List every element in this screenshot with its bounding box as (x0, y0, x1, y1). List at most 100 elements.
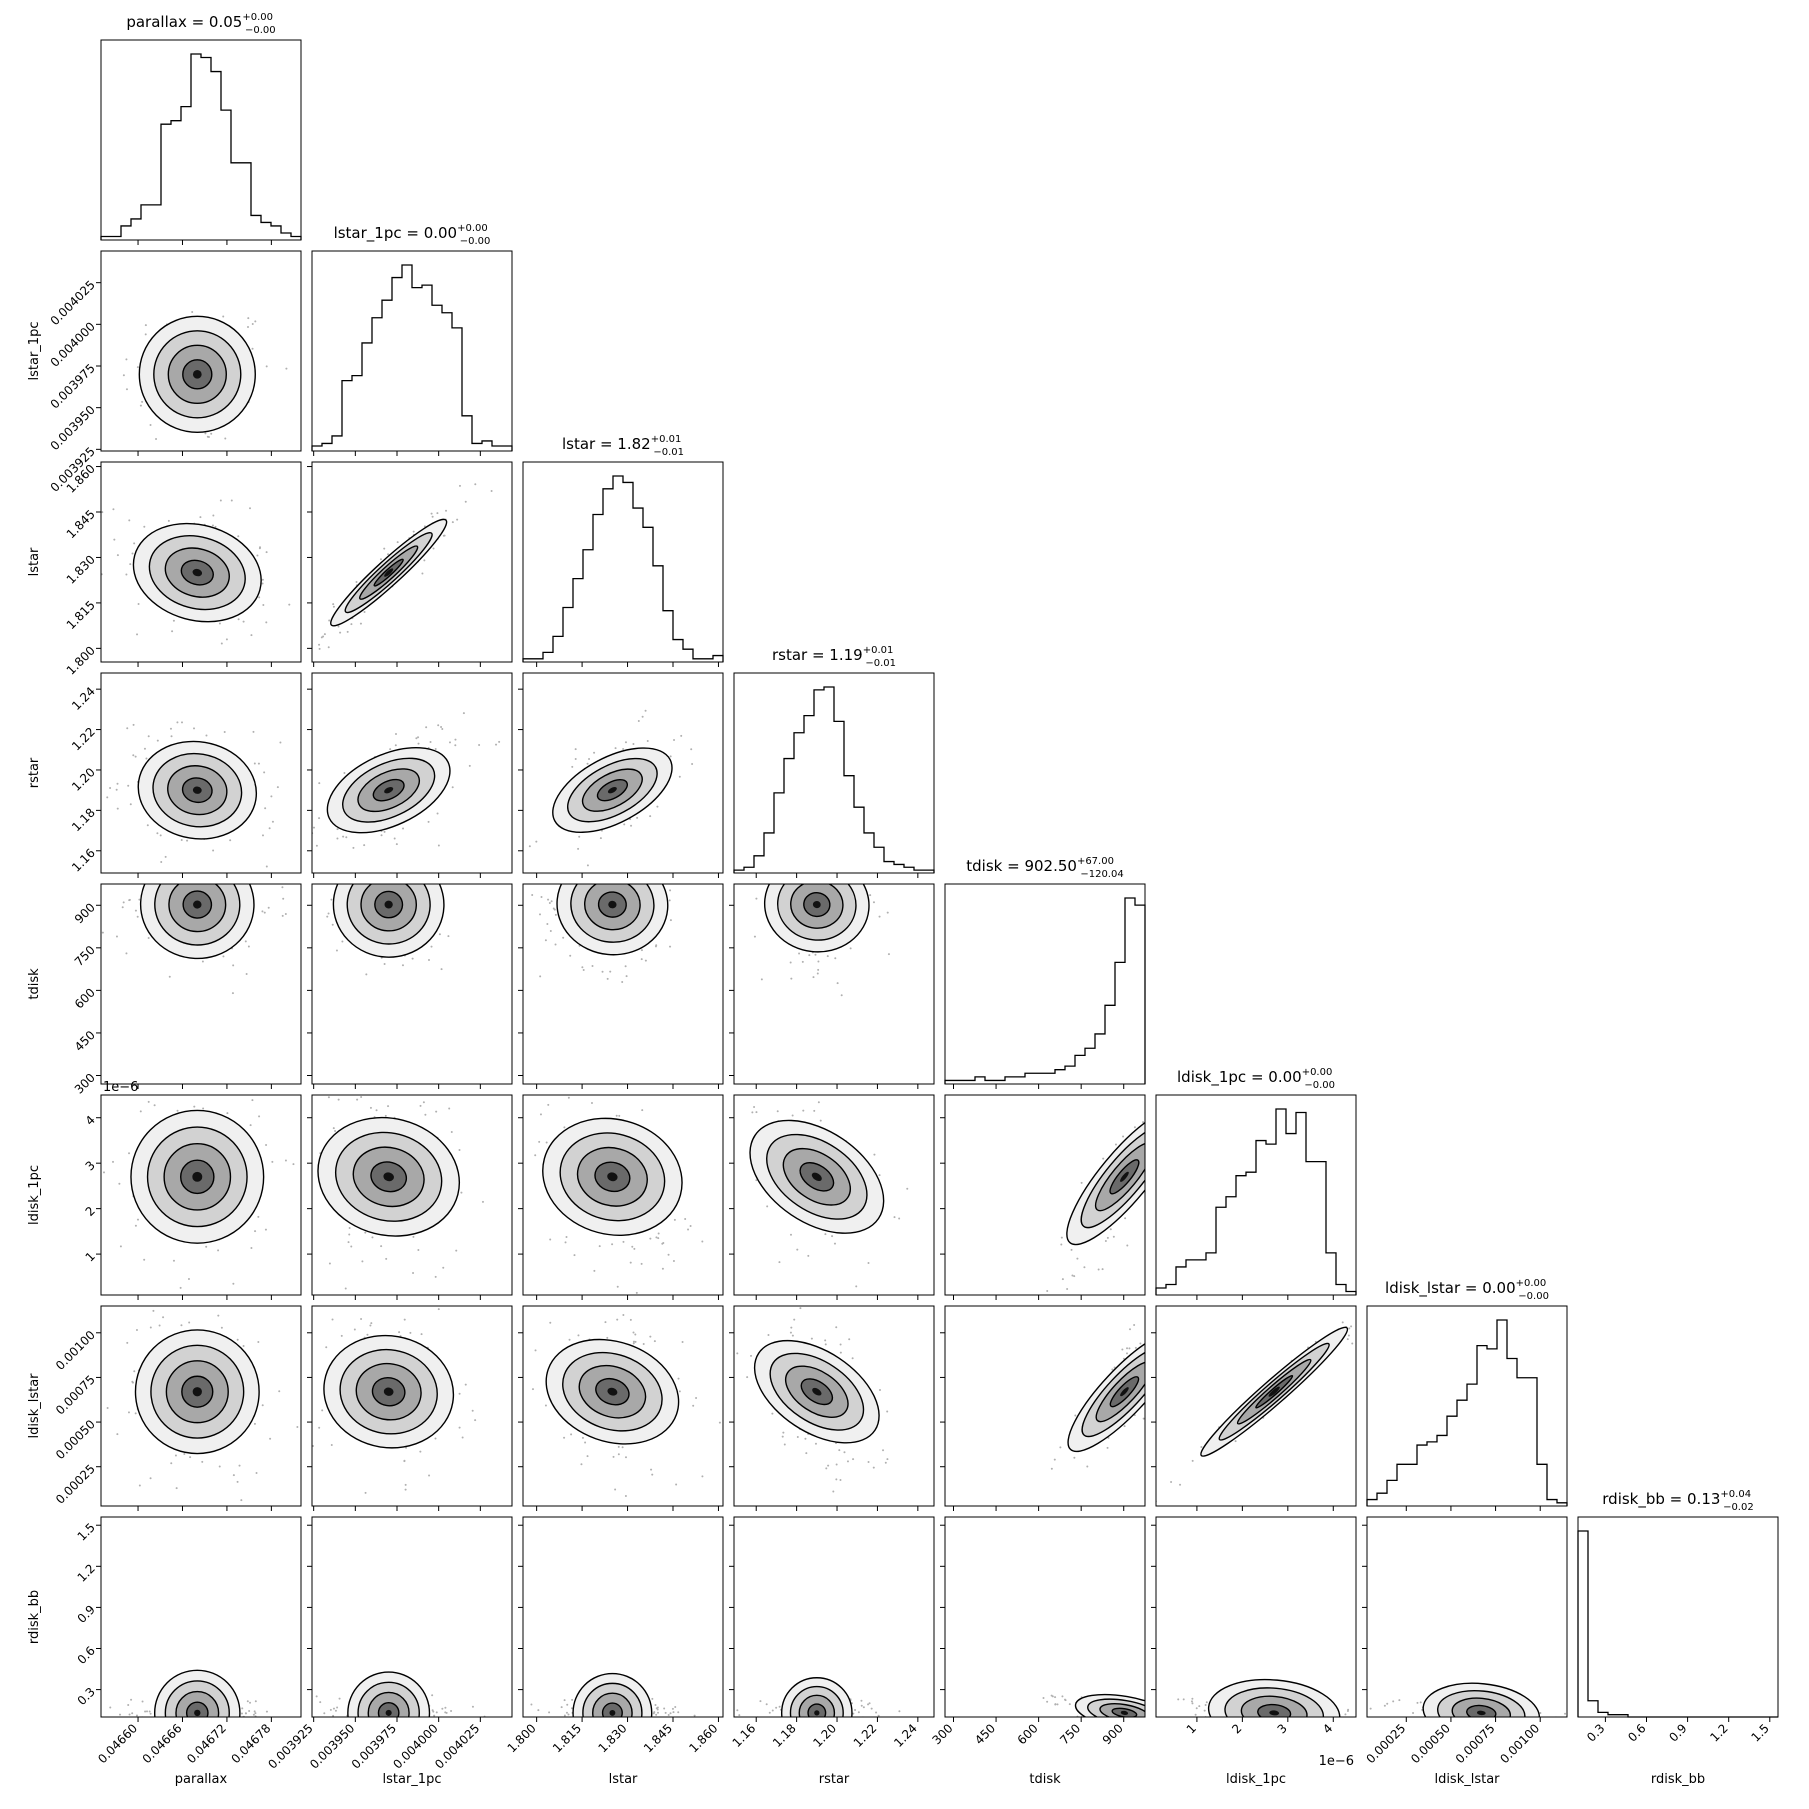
scatter-point (261, 578, 264, 581)
scatter-point (454, 744, 457, 747)
scatter-point (336, 837, 339, 840)
scatter-point (456, 518, 459, 521)
scatter-point (330, 898, 333, 901)
y-axis-label: rdisk_bb (27, 1590, 42, 1644)
scatter-point (271, 1160, 274, 1163)
scatter-point (136, 1218, 139, 1221)
scatter-point (261, 834, 264, 837)
scatter-point (464, 500, 467, 503)
scatter-point (837, 1735, 839, 1737)
x-ticks-ldisk_1pc (1196, 1295, 1334, 1300)
panel-content (312, 1308, 477, 1494)
scatter-point (432, 547, 435, 550)
panel-frame (733, 1516, 935, 1718)
scatter-point (348, 1226, 351, 1229)
scatter-point (630, 824, 633, 827)
scatter-point (1054, 1703, 1057, 1706)
scatter-point (668, 899, 671, 902)
scatter-point (765, 1703, 768, 1706)
scatter-point (133, 1370, 136, 1373)
scatter-point (1142, 1121, 1145, 1124)
scatter-point (462, 712, 465, 715)
scatter-point (1289, 1720, 1291, 1722)
scatter-point (149, 424, 152, 427)
scatter-point (147, 936, 150, 939)
scatter-point (1269, 1718, 1271, 1720)
panel-frame (944, 1305, 1146, 1507)
scatter-point (126, 1341, 129, 1344)
scatter-point (750, 1354, 753, 1357)
scatter-point (574, 748, 577, 751)
scatter-point (149, 1326, 152, 1329)
scatter-point (175, 1487, 178, 1490)
histogram-ldisk_1pc: ldisk_1pc = 0.00+0.00 −0.00 (1155, 1067, 1357, 1296)
density-peak (1120, 1710, 1129, 1715)
scatter-point (826, 955, 829, 958)
scatter-point (649, 1237, 652, 1240)
scatter-point (1056, 1703, 1059, 1706)
scatter-point (127, 1411, 130, 1414)
density-peak (192, 568, 203, 577)
scatter-point (642, 1343, 645, 1346)
scatter-point (570, 1707, 573, 1710)
scatter-point (411, 957, 414, 960)
scatter-point (175, 880, 177, 882)
scatter-point (1134, 1346, 1137, 1349)
scatter-point (257, 1215, 260, 1218)
scatter-point (375, 1109, 378, 1112)
x-offset-label: 1e−6 (1319, 1754, 1354, 1769)
scatter-point (106, 1407, 109, 1410)
scatter-point (612, 1455, 615, 1458)
y-tick-label: 1.845 (64, 507, 98, 541)
scatter-point (647, 875, 649, 877)
scatter-point (814, 1442, 817, 1445)
scatter-point (220, 1326, 223, 1329)
scatter-point (431, 1694, 434, 1697)
scatter-point (336, 1706, 339, 1709)
scatter-point (1142, 1417, 1145, 1420)
scatter-point (833, 1724, 835, 1726)
panel-frame (100, 250, 302, 452)
scatter-point (387, 1719, 389, 1721)
scatter-point (835, 1478, 838, 1481)
scatter-point (441, 728, 444, 731)
scatter-point (190, 881, 192, 883)
x-ticks-parallax (137, 1506, 272, 1511)
panel-parallax-vs-ldisk_lstar (100, 1305, 302, 1507)
scatter-point (147, 735, 150, 738)
x-ticks-ldisk_1pc (1196, 1506, 1334, 1511)
scatter-point (383, 547, 386, 550)
scatter-point (244, 1712, 247, 1715)
title-main: rstar = 1.19 (772, 646, 863, 664)
scatter-point (360, 1317, 363, 1320)
scatter-point (535, 840, 538, 843)
scatter-point (1312, 1722, 1314, 1724)
scatter-point (102, 1171, 105, 1174)
scatter-point (789, 1233, 792, 1236)
scatter-point (223, 731, 226, 734)
scatter-point (751, 1111, 754, 1114)
scatter-point (531, 893, 534, 896)
scatter-point (321, 1722, 323, 1724)
scatter-point (1150, 1716, 1152, 1718)
scatter-point (148, 877, 150, 879)
scatter-point (341, 940, 344, 943)
scatter-point (219, 499, 222, 502)
scatter-point (185, 1718, 187, 1720)
scatter-point (116, 782, 119, 785)
scatter-point (1315, 1721, 1317, 1723)
scatter-point (632, 1331, 635, 1334)
scatter-point (325, 1346, 328, 1349)
scatter-point (1482, 1720, 1484, 1722)
scatter-point (614, 1488, 617, 1491)
scatter-point (563, 1126, 566, 1129)
scatter-point (1152, 1167, 1154, 1169)
scatter-point (1139, 1342, 1142, 1345)
scatter-point (1162, 1726, 1164, 1728)
scatter-point (663, 1304, 665, 1306)
scatter-point (898, 1710, 901, 1713)
scatter-point (240, 1720, 242, 1722)
scatter-point (366, 1333, 369, 1336)
y-tick-label: 0.3 (75, 1685, 98, 1708)
scatter-point (423, 559, 426, 562)
